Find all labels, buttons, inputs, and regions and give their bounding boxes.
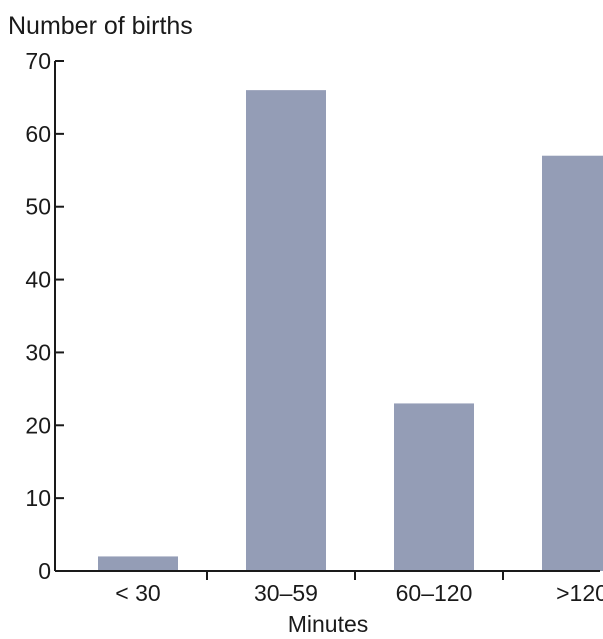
y-tick-label-0: 0 bbox=[38, 558, 51, 584]
y-tick-label-20: 20 bbox=[25, 412, 51, 438]
y-axis-label: Number of births bbox=[8, 12, 193, 40]
bar-3 bbox=[542, 155, 603, 571]
x-tick-label-2: 60–120 bbox=[396, 580, 473, 606]
bar-1 bbox=[246, 90, 326, 572]
x-axis-label: Minutes bbox=[288, 611, 369, 637]
bar-2 bbox=[394, 403, 474, 571]
y-tick-label-30: 30 bbox=[25, 339, 51, 365]
y-tick-label-70: 70 bbox=[25, 48, 51, 74]
x-tick-label-3: >120 bbox=[556, 580, 603, 606]
y-tick-label-60: 60 bbox=[25, 121, 51, 147]
bar-0 bbox=[98, 556, 178, 571]
y-tick-label-40: 40 bbox=[25, 267, 51, 293]
plot-area: 0 10 20 30 40 50 60 70 < 30 30–59 60–120 >120 bbox=[25, 48, 603, 606]
x-tick-label-1: 30–59 bbox=[254, 580, 318, 606]
y-tick-label-50: 50 bbox=[25, 194, 51, 220]
x-tick-label-0: < 30 bbox=[115, 580, 160, 606]
y-tick-label-10: 10 bbox=[25, 485, 51, 511]
